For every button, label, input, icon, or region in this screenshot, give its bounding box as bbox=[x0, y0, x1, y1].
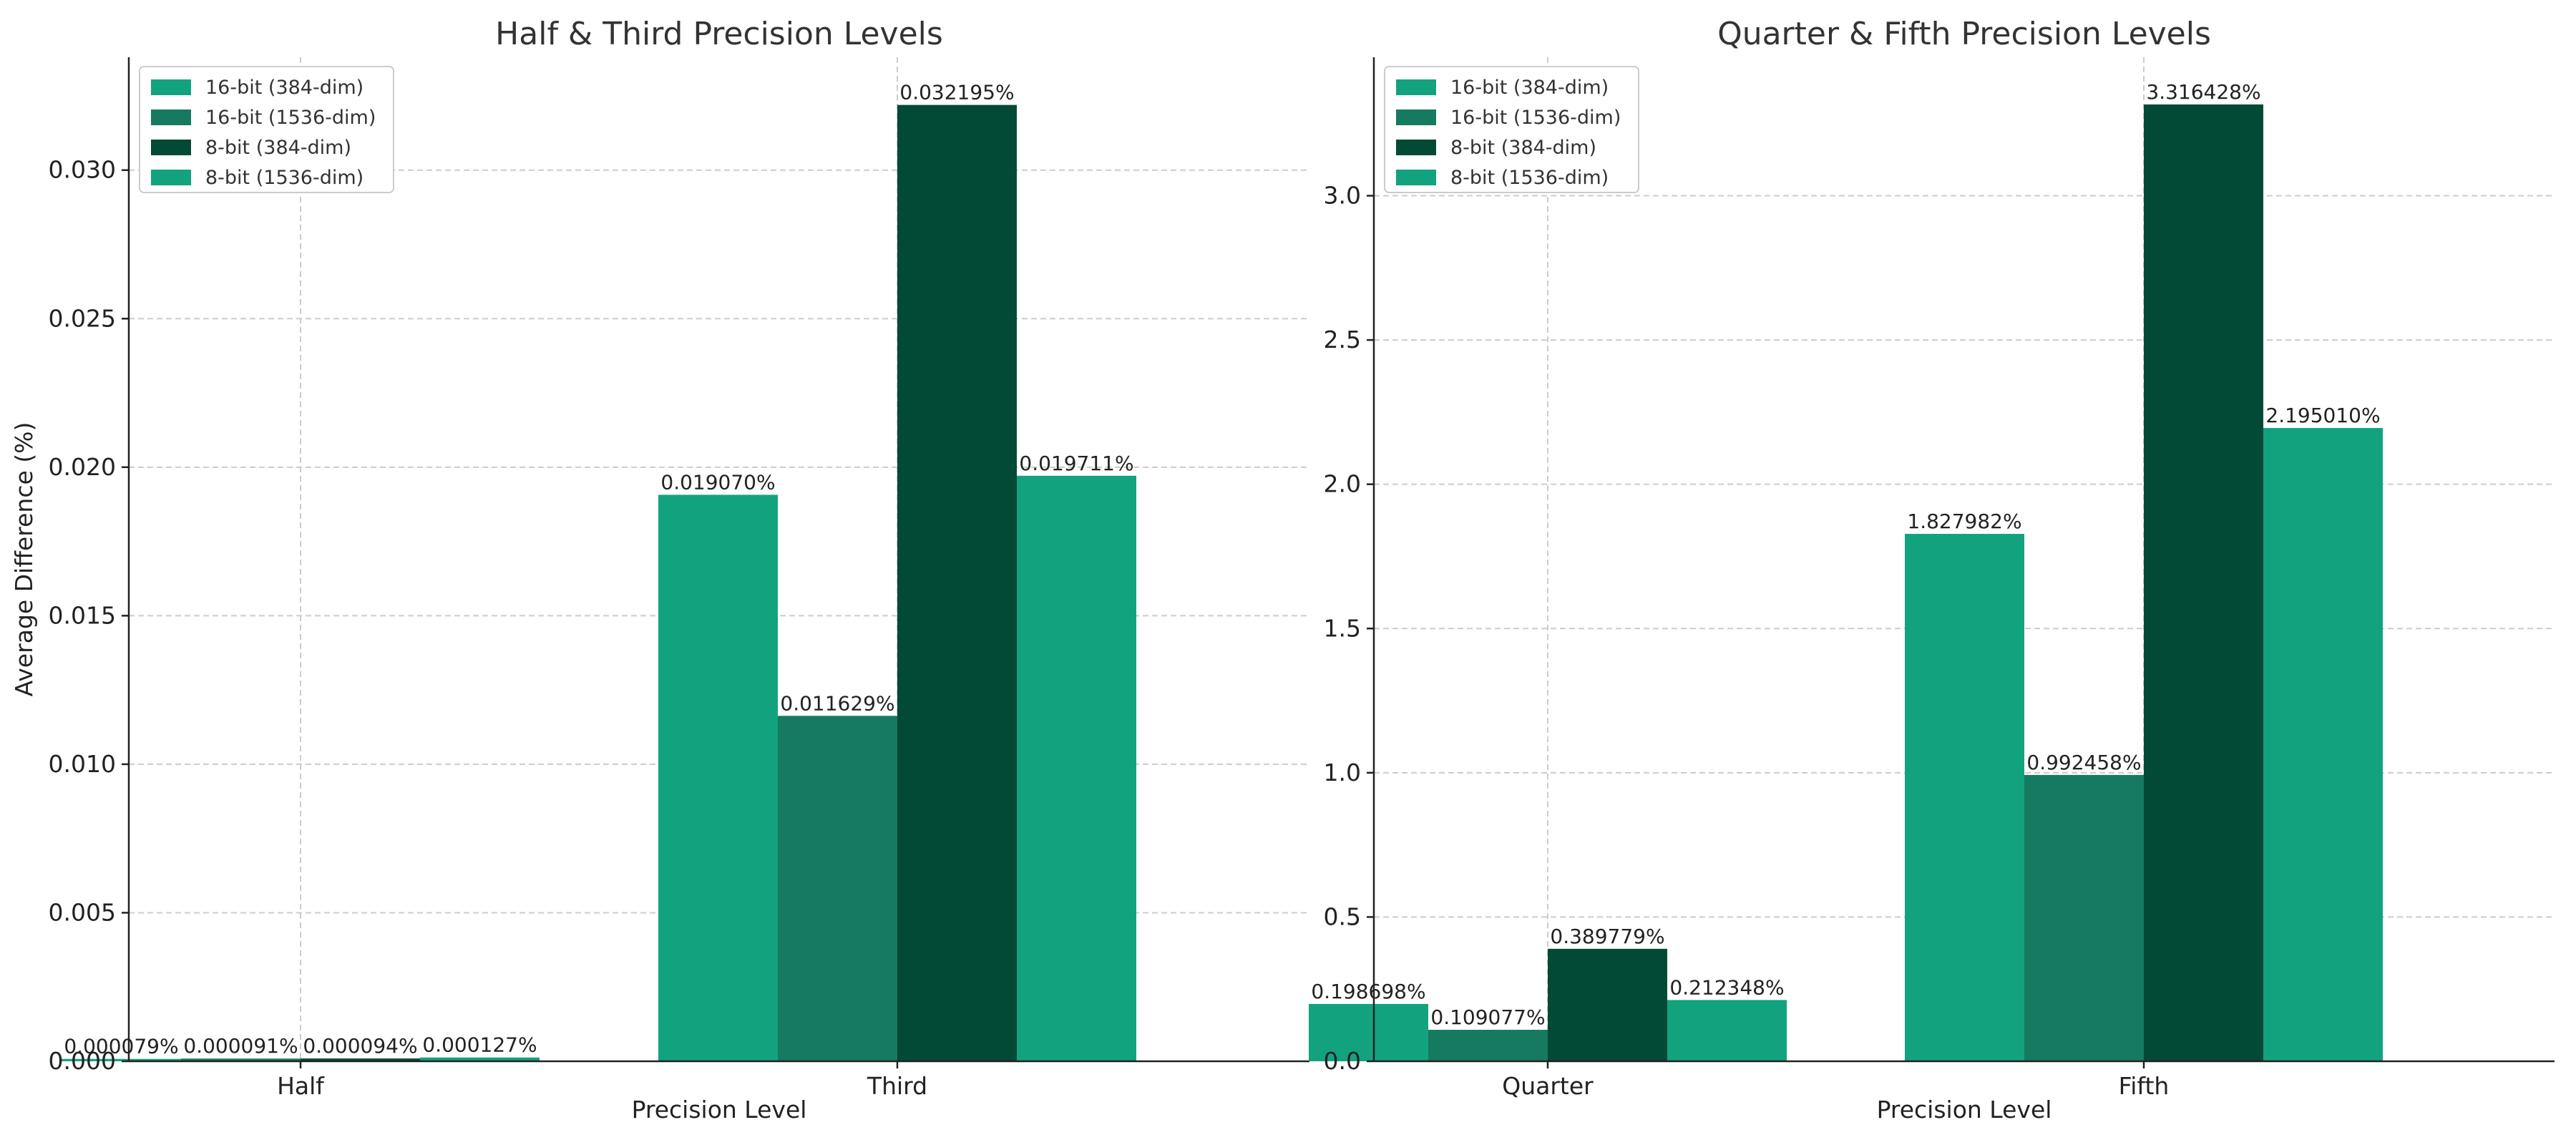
data-label: 0.000127% bbox=[422, 1033, 537, 1057]
x-tick-label: Fifth bbox=[2119, 1072, 2170, 1100]
y-tick-label: 0.010 bbox=[49, 750, 116, 778]
data-label: 0.109077% bbox=[1430, 1005, 1545, 1029]
bar bbox=[2263, 428, 2383, 1061]
chart-panel-right: 0.198698% 1.827982% 0.109077% 0.992458% 0.38… bbox=[1309, 16, 2555, 1124]
data-label: 2.195010% bbox=[2265, 404, 2380, 427]
y-axis-label: Average Difference (%) bbox=[10, 422, 38, 697]
data-label: 0.992458% bbox=[2026, 751, 2141, 774]
y-tick-label: 2.5 bbox=[1324, 326, 1361, 354]
y-tick-label: 0.030 bbox=[49, 156, 116, 184]
chart-title: Half & Third Precision Levels bbox=[495, 16, 943, 52]
data-label: 3.316428% bbox=[2146, 80, 2260, 104]
y-tick-label: 0.000 bbox=[49, 1047, 116, 1075]
legend-label: 8-bit (1536-dim) bbox=[1450, 167, 1609, 189]
bar bbox=[897, 104, 1017, 1062]
legend-label: 16-bit (1536-dim) bbox=[205, 107, 376, 129]
x-tick-label: Quarter bbox=[1502, 1072, 1594, 1100]
bar bbox=[181, 1058, 301, 1061]
y-tick-label: 1.0 bbox=[1324, 759, 1361, 786]
bar bbox=[62, 1058, 181, 1061]
bar bbox=[658, 494, 778, 1061]
x-tick-label: Third bbox=[867, 1072, 927, 1100]
y-tick-label: 3.0 bbox=[1324, 182, 1361, 210]
legend-swatch bbox=[151, 170, 191, 185]
y-tick-label: 0.0 bbox=[1324, 1047, 1361, 1075]
bar bbox=[301, 1058, 420, 1061]
legend-swatch bbox=[1396, 109, 1436, 125]
bar bbox=[1548, 948, 1667, 1061]
legend-swatch bbox=[151, 79, 191, 95]
bar bbox=[1428, 1030, 1548, 1061]
y-tick-label: 0.5 bbox=[1324, 902, 1361, 930]
data-label: 0.000079% bbox=[64, 1035, 178, 1058]
bar bbox=[1667, 1000, 1787, 1061]
data-label: 0.389779% bbox=[1550, 925, 1664, 948]
chart-title: Quarter & Fifth Precision Levels bbox=[1717, 16, 2211, 52]
bar bbox=[2144, 104, 2263, 1062]
x-tick-label: Half bbox=[277, 1072, 325, 1100]
bar bbox=[1309, 1003, 1428, 1061]
x-axis-label: Precision Level bbox=[632, 1096, 807, 1124]
bar bbox=[1905, 534, 2024, 1061]
bar bbox=[1017, 475, 1136, 1061]
data-label: 0.000094% bbox=[303, 1034, 417, 1058]
y-tick-label: 1.5 bbox=[1324, 614, 1361, 642]
bar bbox=[2024, 774, 2144, 1061]
data-label: 0.198698% bbox=[1311, 980, 1425, 1003]
data-label: 0.019070% bbox=[660, 470, 775, 494]
legend-label: 16-bit (384-dim) bbox=[205, 77, 364, 99]
legend-box bbox=[1384, 66, 1639, 193]
y-tick-label: 0.020 bbox=[49, 453, 116, 481]
data-label: 0.011629% bbox=[780, 691, 894, 715]
legend-box bbox=[139, 66, 394, 193]
y-tick-label: 0.025 bbox=[49, 304, 116, 332]
legend-label: 8-bit (1536-dim) bbox=[205, 167, 364, 189]
y-tick-label: 0.005 bbox=[49, 898, 116, 926]
legend-label: 8-bit (384-dim) bbox=[205, 137, 351, 159]
x-axis-label: Precision Level bbox=[1877, 1096, 2052, 1124]
legend-label: 8-bit (384-dim) bbox=[1450, 137, 1596, 159]
data-label: 0.032195% bbox=[899, 81, 1014, 104]
chart-panel-left: 0.000079% 0.019070% 0.000091% 0.011629% 0.00… bbox=[10, 16, 1309, 1124]
bar bbox=[778, 716, 897, 1061]
data-label: 0.019711% bbox=[1019, 452, 1133, 475]
bar bbox=[420, 1057, 540, 1061]
legend-label: 16-bit (384-dim) bbox=[1450, 77, 1609, 99]
y-tick-label: 2.0 bbox=[1324, 470, 1361, 498]
legend-swatch bbox=[1396, 170, 1436, 185]
data-label: 1.827982% bbox=[1907, 510, 2021, 533]
data-label: 0.212348% bbox=[1669, 975, 1784, 999]
y-tick-label: 0.015 bbox=[49, 601, 116, 629]
legend-swatch bbox=[1396, 79, 1436, 95]
legend-swatch bbox=[151, 140, 191, 155]
legend-swatch bbox=[151, 109, 191, 125]
legend-label: 16-bit (1536-dim) bbox=[1450, 107, 1621, 129]
data-label: 0.000091% bbox=[183, 1034, 298, 1058]
legend-swatch bbox=[1396, 140, 1436, 155]
